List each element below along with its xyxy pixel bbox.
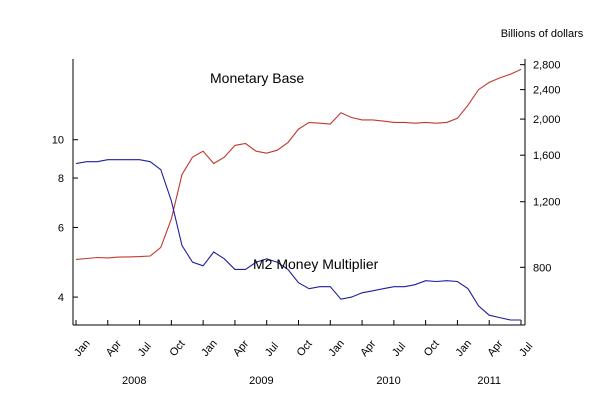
right-tick-label: 1,200 (533, 197, 561, 209)
x-tick-label: Jan (199, 338, 220, 359)
year-label: 2010 (376, 375, 400, 387)
right-tick-label: 2,800 (533, 60, 561, 72)
x-tick-label: Oct (295, 338, 315, 359)
right-tick-label: 1,600 (533, 150, 561, 162)
series-line-m2-money-multiplier (75, 159, 521, 321)
left-tick-label: 8 (58, 173, 64, 185)
left-tick-label: 4 (58, 292, 64, 304)
x-tick-label: Apr (104, 338, 124, 359)
year-label: 2011 (477, 375, 501, 387)
series-lines (75, 68, 522, 321)
x-tick-label: Apr (485, 338, 505, 359)
x-tick-label: Oct (167, 338, 187, 359)
annotation-monetary-base: Monetary Base (210, 70, 304, 86)
right-tick-label: 800 (533, 262, 551, 274)
year-label: 2008 (122, 375, 146, 387)
x-tick-label: Jan (326, 338, 347, 359)
x-tick-label: Apr (358, 338, 378, 359)
right-tick-label: 2,000 (533, 114, 561, 126)
x-tick-label: Jul (390, 340, 408, 358)
left-tick-label: 10 (52, 135, 64, 147)
left-axis-ticks: 4 6 8 10 (52, 135, 78, 304)
x-tick-label: Jul (136, 340, 154, 358)
x-tick-label: Jan (72, 338, 93, 359)
unit-label: Billions of dollars (501, 28, 584, 40)
x-axis-ticks: Jan Apr Jul Oct Jan Apr Jul Oct Jan Apr Jul Oct Jan A… (72, 320, 535, 359)
year-labels: 2008 2009 2010 2011 (122, 375, 501, 387)
right-tick-label: 2,400 (533, 85, 561, 97)
x-tick-label: Jul (517, 340, 535, 358)
year-label: 2009 (249, 375, 273, 387)
right-axis-ticks: 800 1,200 1,600 2,000 2,400 2,800 (520, 60, 561, 274)
x-tick-label: Apr (231, 338, 251, 359)
series-line-monetary-base (75, 68, 522, 260)
x-tick-label: Oct (422, 338, 442, 359)
x-tick-label: Jan (454, 338, 475, 359)
x-tick-label: Jul (263, 340, 281, 358)
annotation-m2-money-multiplier: M2 Money Multiplier (253, 256, 379, 272)
left-tick-label: 6 (58, 222, 64, 234)
